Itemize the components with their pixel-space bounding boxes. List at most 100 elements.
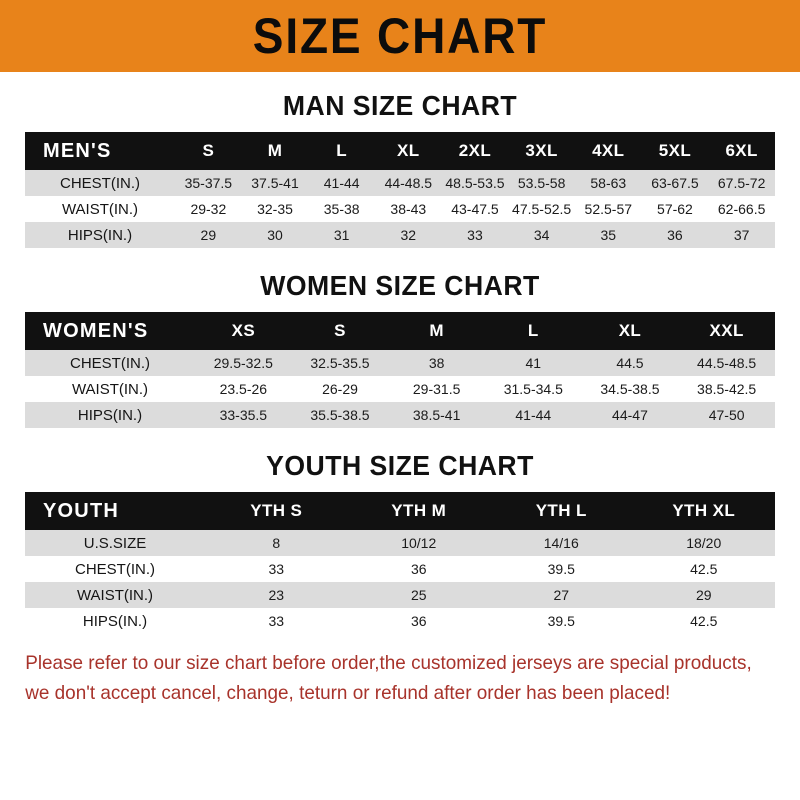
column-header: XXL bbox=[678, 312, 775, 350]
table-cell: 14/16 bbox=[490, 530, 633, 556]
size-table-women: WOMEN'S XS S M L XL XXL CHEST(IN.) 29.5-32.5 32.… bbox=[25, 312, 775, 428]
table-cell: 36 bbox=[347, 556, 490, 582]
row-label: CHEST(IN.) bbox=[25, 350, 195, 376]
table-cell: 57-62 bbox=[641, 196, 709, 222]
column-header: L bbox=[484, 312, 582, 350]
column-header: XL bbox=[581, 312, 679, 350]
table-head-women: WOMEN'S XS S M L XL XXL bbox=[25, 312, 775, 350]
table-cell: 67.5-72 bbox=[708, 170, 775, 196]
table-cell: 41 bbox=[484, 350, 582, 376]
table-cell: 36 bbox=[641, 222, 709, 248]
table-corner-label: YOUTH bbox=[25, 492, 205, 530]
section-youth: YOUTH SIZE CHART YOUTH YTH S YTH M YTH L YTH… bbox=[0, 450, 800, 634]
row-label: CHEST(IN.) bbox=[25, 556, 205, 582]
table-cell: 10/12 bbox=[347, 530, 490, 556]
table-cell: 63-67.5 bbox=[641, 170, 709, 196]
table-cell: 34 bbox=[508, 222, 575, 248]
table-corner-label: WOMEN'S bbox=[25, 312, 195, 350]
column-header: 4XL bbox=[574, 132, 642, 170]
section-title-men: MAN SIZE CHART bbox=[282, 90, 518, 121]
order-policy-note: Please refer to our size chart before or… bbox=[0, 648, 776, 708]
table-cell: 44.5 bbox=[581, 350, 679, 376]
table-row: CHEST(IN.) 35-37.5 37.5-41 41-44 44-48.5 48.5… bbox=[25, 170, 775, 196]
table-cell: 32.5-35.5 bbox=[291, 350, 389, 376]
table-cell: 43-47.5 bbox=[441, 196, 509, 222]
table-cell: 48.5-53.5 bbox=[441, 170, 509, 196]
column-header: S bbox=[291, 312, 389, 350]
table-cell: 44-47 bbox=[581, 402, 679, 428]
table-cell: 26-29 bbox=[291, 376, 389, 402]
table-row: CHEST(IN.) 29.5-32.5 32.5-35.5 38 41 44.5 44.5… bbox=[25, 350, 775, 376]
table-cell: 33 bbox=[441, 222, 509, 248]
table-cell: 47.5-52.5 bbox=[508, 196, 575, 222]
table-cell: 25 bbox=[347, 582, 490, 608]
row-label: HIPS(IN.) bbox=[25, 608, 205, 634]
table-cell: 44-48.5 bbox=[374, 170, 442, 196]
table-cell: 38 bbox=[388, 350, 485, 376]
table-cell: 33 bbox=[205, 556, 348, 582]
column-header: YTH L bbox=[490, 492, 633, 530]
table-cell: 37 bbox=[708, 222, 775, 248]
table-cell: 32 bbox=[374, 222, 442, 248]
column-header: 6XL bbox=[708, 132, 775, 170]
row-label: WAIST(IN.) bbox=[25, 196, 176, 222]
table-cell: 35.5-38.5 bbox=[291, 402, 389, 428]
table-cell: 33-35.5 bbox=[195, 402, 292, 428]
row-label: WAIST(IN.) bbox=[25, 376, 195, 402]
table-cell: 42.5 bbox=[632, 556, 775, 582]
table-row: U.S.SIZE 8 10/12 14/16 18/20 bbox=[25, 530, 775, 556]
column-header: 5XL bbox=[641, 132, 709, 170]
table-cell: 33 bbox=[205, 608, 348, 634]
row-label: HIPS(IN.) bbox=[25, 402, 195, 428]
table-cell: 34.5-38.5 bbox=[581, 376, 679, 402]
section-title-women: WOMEN SIZE CHART bbox=[260, 270, 540, 301]
column-header: XL bbox=[374, 132, 442, 170]
table-cell: 8 bbox=[205, 530, 348, 556]
table-row: WAIST(IN.) 29-32 32-35 35-38 38-43 43-47.5 47.… bbox=[25, 196, 775, 222]
table-cell: 32-35 bbox=[241, 196, 309, 222]
table-cell: 29.5-32.5 bbox=[195, 350, 292, 376]
row-label: CHEST(IN.) bbox=[25, 170, 176, 196]
column-header: YTH M bbox=[347, 492, 490, 530]
table-cell: 41-44 bbox=[484, 402, 582, 428]
table-cell: 29-32 bbox=[175, 196, 242, 222]
order-policy-note-line-2: we don't accept cancel, change, teturn o… bbox=[25, 682, 671, 705]
table-cell: 35-38 bbox=[308, 196, 375, 222]
table-wrapper-men: MEN'S S M L XL 2XL 3XL 4XL 5XL 6XL CHEST(IN.) 35-3… bbox=[0, 132, 800, 248]
table-cell: 38.5-41 bbox=[388, 402, 485, 428]
table-cell: 44.5-48.5 bbox=[678, 350, 775, 376]
table-row: HIPS(IN.) 33 36 39.5 42.5 bbox=[25, 608, 775, 634]
order-policy-note-line-1: Please refer to our size chart before or… bbox=[25, 652, 752, 674]
column-header: YTH S bbox=[205, 492, 348, 530]
table-header-row: YOUTH YTH S YTH M YTH L YTH XL bbox=[25, 492, 775, 530]
table-cell: 35 bbox=[574, 222, 642, 248]
table-wrapper-women: WOMEN'S XS S M L XL XXL CHEST(IN.) 29.5-32.5 32.… bbox=[0, 312, 800, 428]
table-cell: 42.5 bbox=[632, 608, 775, 634]
table-header-row: WOMEN'S XS S M L XL XXL bbox=[25, 312, 775, 350]
table-cell: 37.5-41 bbox=[241, 170, 309, 196]
column-header: 2XL bbox=[441, 132, 509, 170]
section-women: WOMEN SIZE CHART WOMEN'S XS S M L XL XXL CHEST… bbox=[0, 270, 800, 428]
row-label: U.S.SIZE bbox=[25, 530, 205, 556]
row-label: HIPS(IN.) bbox=[25, 222, 176, 248]
table-cell: 52.5-57 bbox=[574, 196, 642, 222]
table-cell: 35-37.5 bbox=[175, 170, 242, 196]
table-row: HIPS(IN.) 29 30 31 32 33 34 35 36 37 bbox=[25, 222, 775, 248]
table-cell: 39.5 bbox=[490, 608, 633, 634]
table-cell: 27 bbox=[490, 582, 633, 608]
table-cell: 29 bbox=[175, 222, 242, 248]
table-cell: 41-44 bbox=[308, 170, 375, 196]
table-cell: 29-31.5 bbox=[388, 376, 485, 402]
column-header: L bbox=[308, 132, 375, 170]
table-cell: 23.5-26 bbox=[195, 376, 292, 402]
section-men: MAN SIZE CHART MEN'S S M L XL 2XL 3XL 4XL 5XL 6XL… bbox=[0, 90, 800, 248]
table-body-men: CHEST(IN.) 35-37.5 37.5-41 41-44 44-48.5 48.5… bbox=[25, 170, 775, 248]
column-header: S bbox=[175, 132, 242, 170]
table-cell: 47-50 bbox=[678, 402, 775, 428]
page-title: SIZE CHART bbox=[252, 8, 548, 64]
column-header: XS bbox=[195, 312, 292, 350]
size-table-men: MEN'S S M L XL 2XL 3XL 4XL 5XL 6XL CHEST(IN.) 35-3… bbox=[25, 132, 775, 248]
table-cell: 31 bbox=[308, 222, 375, 248]
table-row: WAIST(IN.) 23 25 27 29 bbox=[25, 582, 775, 608]
